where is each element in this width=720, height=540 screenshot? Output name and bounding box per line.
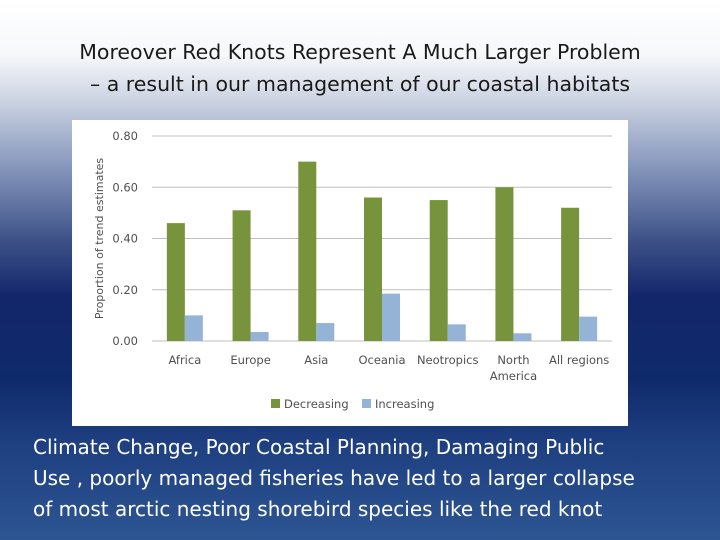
x-category-label: Oceania [358,353,405,367]
bar-decreasing [364,197,382,341]
x-category-label: Europe [230,353,270,367]
caption-line-3: of most arctic nesting shorebird species… [33,497,603,521]
x-category-label: America [490,369,537,383]
bar-decreasing [232,210,251,341]
x-category-label: Africa [168,353,201,367]
y-axis-label: Proportion of trend estimates [93,158,106,320]
caption-line-2: Use , poorly managed fisheries have led … [33,466,635,490]
legend-swatch [362,399,371,408]
bar-increasing [447,324,466,341]
chart-panel: 0.00 0.20 0.40 0.60 0.80 Proportion of trend … [72,120,628,426]
legend-swatch [271,399,280,408]
y-tick-label: 0.40 [112,232,138,246]
slide-title: Moreover Red Knots Represent A Much Larg… [20,36,700,100]
legend-label: Increasing [375,397,434,411]
slide-title-line-1: Moreover Red Knots Represent A Much Larg… [79,40,641,64]
bar-chart: 0.00 0.20 0.40 0.60 0.80 Proportion of trend … [93,129,612,411]
bar-increasing [184,315,203,341]
y-tick-label: 0.80 [112,129,138,143]
bar-decreasing [429,200,448,341]
slide-caption: Climate Change, Poor Coastal Planning, D… [33,432,713,525]
slide-title-line-2: – a result in our management of our coas… [89,72,631,96]
y-tick-label: 0.60 [112,180,138,194]
bar-decreasing [495,187,514,341]
x-category-label: All regions [549,353,609,367]
bar-increasing [579,316,598,341]
legend-label: Decreasing [284,397,349,411]
x-category-label: Asia [304,353,328,367]
x-category-label: Neotropics [417,353,479,367]
bar-increasing [250,332,269,341]
bar-decreasing [166,223,185,341]
y-tick-label: 0.20 [112,283,138,297]
bar-increasing [382,293,400,341]
y-tick-label: 0.00 [112,334,138,348]
bar-decreasing [561,207,580,341]
caption-line-1: Climate Change, Poor Coastal Planning, D… [33,435,605,459]
x-category-label: North [497,353,529,367]
bar-decreasing [298,161,317,341]
bar-increasing [513,333,532,341]
bar-increasing [316,323,335,341]
